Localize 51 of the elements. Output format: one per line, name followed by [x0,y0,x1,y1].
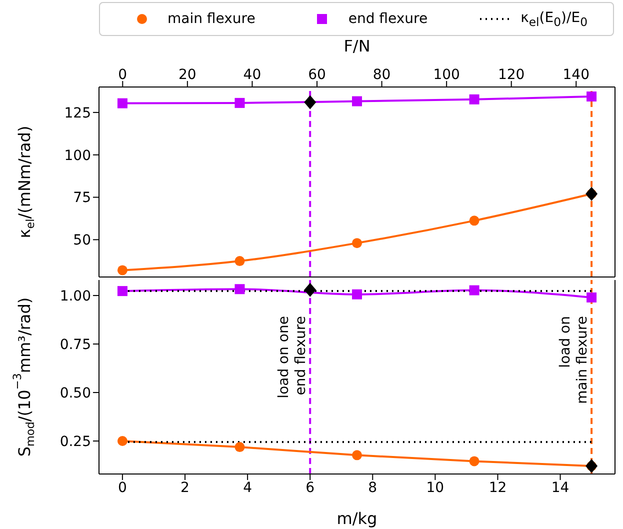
y-tick-label: 0.50 [60,385,91,402]
y-tick-label: 1.00 [60,288,91,304]
x2-tick-label: 100 [433,67,460,83]
point [469,94,480,104]
x-tick-label: 2 [180,480,190,496]
x-tick-label: 12 [488,480,507,496]
point [352,289,362,300]
point [117,265,128,276]
x2-tick-label: 60 [308,67,326,83]
x-axis-title: m/kg [336,509,378,528]
x2-tick-label: 80 [372,67,391,83]
x-tick-label: 0 [118,480,127,496]
y-tick-label: 50 [73,232,91,249]
x-tick-label: 14 [551,480,570,496]
point [234,284,245,294]
point [352,238,362,248]
ref-line-label: load on one end flexure [276,316,310,398]
y-tick-label: 100 [64,148,91,164]
x2-axis-title: F/N [344,36,370,56]
point [117,98,128,108]
x-tick-label: 8 [368,480,378,496]
y-tick-label: 0.25 [60,434,91,450]
point [304,282,316,297]
x-tick-label: 10 [426,480,444,496]
point [586,292,597,302]
point [234,98,245,108]
point [586,92,597,102]
point [469,456,480,466]
point [469,285,480,296]
x2-tick-label: 40 [243,67,262,83]
x-tick-label: 6 [306,480,315,496]
point [234,442,245,452]
x-tick-label: 4 [243,480,252,496]
point [352,96,362,106]
legend-label: κ$_{el}$(E$_{0}$)/E$_{0}$ [520,10,588,28]
ref-line-label: load on main flexure [558,316,591,404]
point [117,436,128,446]
legend-label: main flexure [168,11,256,27]
point [352,450,362,460]
x2-tick-label: 20 [178,67,196,83]
legend-label: end flexure [348,11,428,27]
x2-tick-label: 140 [562,67,590,83]
x2-tick-label: 0 [118,67,128,83]
point [469,216,480,226]
point [304,95,316,110]
y-tick-label: 125 [64,105,91,122]
point [234,256,245,266]
x2-tick-label: 120 [498,67,525,83]
y-tick-label: 75 [73,190,91,206]
point [117,286,128,296]
y-tick-label: 0.75 [60,336,91,353]
